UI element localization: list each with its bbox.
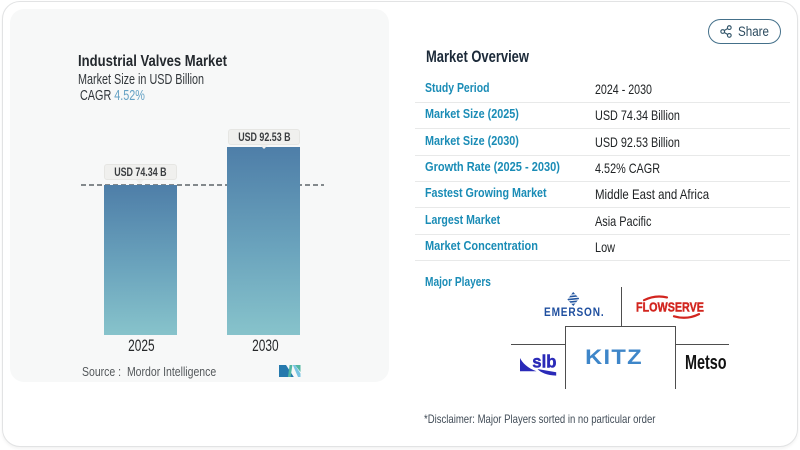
svg-text:slb: slb xyxy=(532,353,556,372)
svg-text:FLOWSERVE: FLOWSERVE xyxy=(636,301,704,315)
